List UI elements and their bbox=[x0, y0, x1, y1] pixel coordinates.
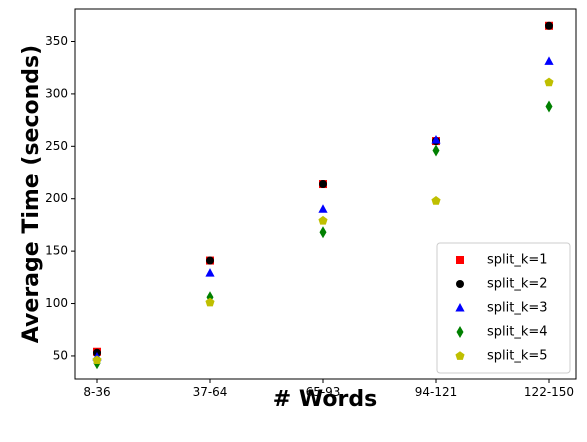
data-point bbox=[432, 144, 440, 157]
data-point bbox=[92, 355, 102, 365]
y-axis: 50 100 150 200 250 300 350 bbox=[45, 34, 75, 362]
data-point bbox=[544, 77, 554, 87]
y-tick-label: 250 bbox=[45, 139, 68, 153]
y-axis-title: Average Time (seconds) bbox=[19, 45, 44, 343]
y-tick-label: 100 bbox=[45, 296, 68, 310]
x-tick-label: 8-36 bbox=[83, 385, 110, 399]
data-point bbox=[318, 204, 328, 213]
y-tick-label: 300 bbox=[45, 86, 68, 100]
data-point bbox=[206, 256, 214, 265]
x-tick-label: 122-150 bbox=[524, 385, 574, 399]
legend-label: split_k=5 bbox=[487, 349, 548, 364]
y-tick-label: 150 bbox=[45, 244, 68, 258]
data-point bbox=[319, 180, 327, 189]
y-tick-label: 200 bbox=[45, 191, 68, 205]
x-axis-title: # Words bbox=[273, 387, 377, 412]
data-point bbox=[545, 100, 553, 113]
legend-label: split_k=2 bbox=[487, 277, 548, 292]
legend-marker bbox=[455, 303, 465, 312]
x-tick-label: 65-93 bbox=[306, 385, 341, 399]
plot-frame bbox=[74, 8, 577, 380]
x-tick-label: 94-121 bbox=[415, 385, 458, 399]
legend-label: split_k=3 bbox=[487, 301, 548, 316]
x-axis: 8-36 37-64 65-93 94-121 122-150 bbox=[83, 379, 574, 399]
data-point bbox=[205, 297, 215, 307]
legend-marker bbox=[456, 280, 464, 288]
data-point bbox=[545, 21, 553, 30]
legend-marker bbox=[455, 351, 465, 360]
legend-box bbox=[436, 242, 571, 374]
data-points bbox=[92, 21, 554, 370]
data-point bbox=[431, 196, 441, 205]
y-tick-label: 50 bbox=[53, 348, 68, 362]
data-point bbox=[205, 268, 215, 277]
data-point bbox=[544, 56, 554, 65]
legend: split_k=1 split_k=2 split_k=3 split_k=4spli… bbox=[436, 242, 571, 374]
data-point bbox=[319, 226, 327, 239]
x-tick-label: 37-64 bbox=[193, 385, 228, 399]
data-point bbox=[431, 135, 441, 144]
legend-marker bbox=[456, 326, 464, 338]
legend-label: split_k=4 bbox=[487, 325, 548, 340]
legend-marker bbox=[456, 256, 464, 264]
data-point bbox=[318, 215, 328, 225]
legend-label: split_k=1 bbox=[487, 253, 548, 268]
y-tick-label: 350 bbox=[45, 34, 68, 48]
